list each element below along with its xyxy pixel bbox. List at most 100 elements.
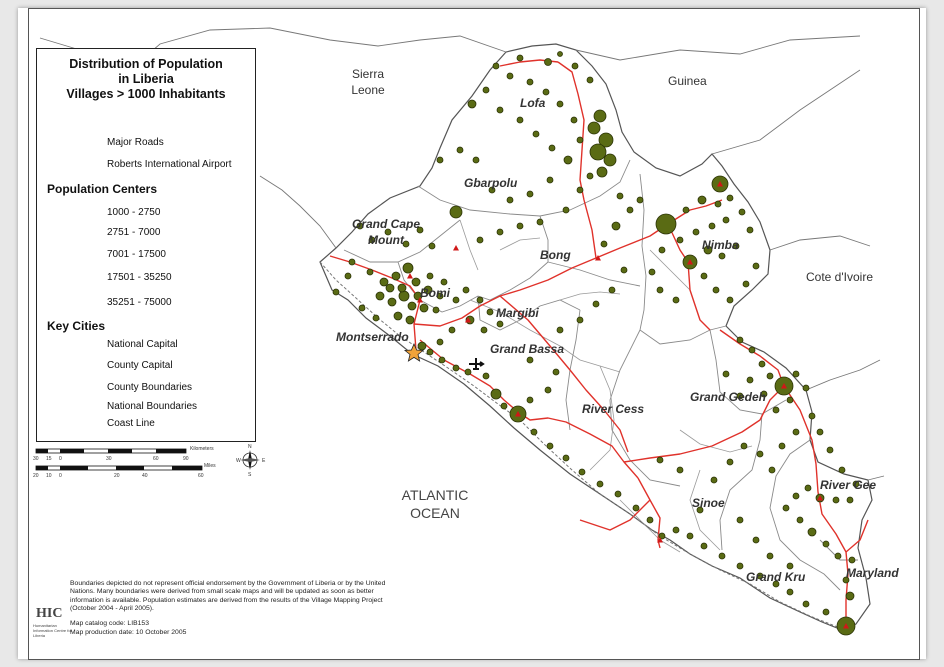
village-marker [778, 442, 786, 450]
village-marker [464, 368, 472, 376]
village-marker [496, 106, 504, 114]
village-marker [802, 384, 810, 392]
village-markers [332, 51, 860, 636]
village-marker [656, 286, 664, 294]
village-marker [672, 526, 680, 534]
village-marker [358, 304, 366, 312]
village-marker [532, 130, 540, 138]
scale-bar-mi [35, 465, 203, 471]
village-marker [416, 226, 424, 234]
village-marker [746, 226, 754, 234]
village-marker [700, 542, 708, 550]
village-marker [476, 296, 484, 304]
village-marker [782, 504, 790, 512]
village-marker [576, 186, 584, 194]
village-marker [603, 153, 617, 167]
county-label-river-cess: River Cess [582, 402, 645, 416]
village-marker [576, 136, 584, 144]
village-marker [452, 296, 460, 304]
scale-mi-label: Miles [204, 463, 216, 469]
village-marker [536, 218, 544, 226]
village-marker [526, 356, 534, 364]
scale-bar-km [35, 448, 187, 454]
village-marker [846, 496, 854, 504]
village-marker [718, 252, 726, 260]
legend-title-line-2: in Liberia [118, 72, 174, 86]
village-marker [842, 576, 850, 584]
village-marker [530, 428, 538, 436]
county-label-maryland: Maryland [846, 566, 899, 580]
village-marker [546, 176, 554, 184]
village-marker [472, 156, 480, 164]
village-marker [632, 504, 640, 512]
map-production-date: Map production date: 10 October 2005 [70, 629, 187, 636]
village-marker [726, 296, 734, 304]
ocean-label: ATLANTIC OCEAN [401, 487, 469, 521]
legend-county-boundaries-label: County Boundaries [107, 382, 193, 393]
village-marker [796, 516, 804, 524]
village-marker [786, 588, 794, 596]
scale-km-tick-1: 30 [33, 456, 39, 462]
village-marker [385, 283, 395, 293]
county-label-river-gee: River Gee [820, 478, 877, 492]
village-marker [397, 283, 407, 293]
county-capital-marker [687, 259, 693, 265]
compass-south: S [248, 472, 252, 478]
scale-km-tick-5: 60 [153, 456, 159, 462]
village-marker [482, 372, 490, 380]
county-capital-marker [657, 537, 663, 543]
village-marker [672, 296, 680, 304]
village-marker [348, 258, 356, 266]
village-marker [676, 236, 684, 244]
village-marker [456, 146, 464, 154]
village-marker [576, 316, 584, 324]
village-marker [816, 428, 824, 436]
county-label-margibi: Margibi [496, 306, 539, 320]
legend-title-line-1: Distribution of Population [69, 57, 223, 71]
village-marker [476, 236, 484, 244]
country-label-guinea: Guinea [668, 74, 707, 88]
village-marker [411, 277, 421, 287]
village-marker [620, 266, 628, 274]
village-marker [402, 240, 410, 248]
village-marker [852, 480, 860, 488]
village-marker [786, 396, 794, 404]
village-marker [611, 221, 621, 231]
village-marker [506, 196, 514, 204]
village-marker [500, 402, 508, 410]
village-marker [848, 556, 856, 564]
village-marker [436, 338, 444, 346]
village-marker [393, 311, 403, 321]
scale-km-tick-6: 90 [183, 456, 189, 462]
liberia-outline [319, 43, 873, 631]
legend-key-cities-heading: Key Cities [47, 319, 106, 333]
village-marker [760, 390, 768, 398]
village-marker [710, 476, 718, 484]
legend-title-line-3: Villages > 1000 Inhabitants [66, 87, 226, 101]
disclaimer-footnote: Boundaries depicted do not represent off… [70, 580, 386, 613]
village-marker [375, 291, 385, 301]
village-marker [448, 326, 456, 334]
village-marker [636, 196, 644, 204]
village-marker [449, 205, 463, 219]
county-label-grand-kru: Grand Kru [746, 570, 806, 584]
village-marker [356, 222, 364, 230]
village-marker [766, 552, 774, 560]
village-marker [826, 446, 834, 454]
county-capital-marker [407, 273, 413, 279]
village-marker [562, 454, 570, 462]
county-capital-marker [843, 623, 849, 629]
village-marker [467, 99, 477, 109]
village-marker [736, 516, 744, 524]
county-capital-marker [817, 495, 823, 501]
village-marker [436, 156, 444, 164]
village-marker [697, 195, 707, 205]
village-marker [488, 186, 496, 194]
legend-pop-class-4: 17501 - 35250 [107, 272, 172, 283]
scale-km-tick-4: 30 [106, 456, 112, 462]
village-marker [428, 242, 436, 250]
village-marker [593, 109, 607, 123]
village-marker [752, 536, 760, 544]
village-marker [718, 552, 726, 560]
county-capital-marker [465, 317, 471, 323]
